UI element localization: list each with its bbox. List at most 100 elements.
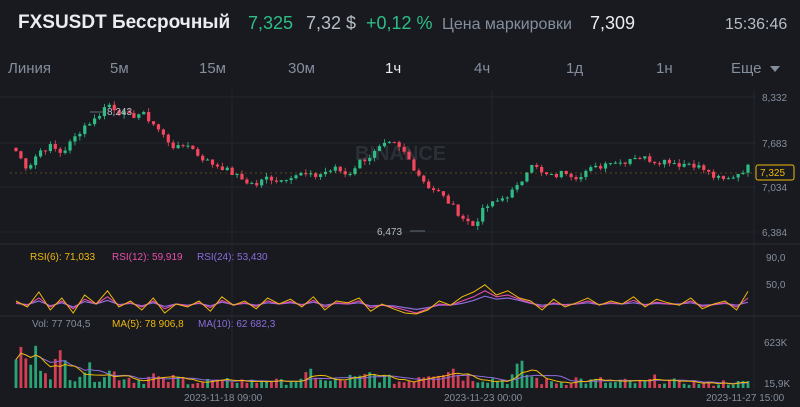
volume-bar — [260, 381, 264, 388]
volume-bar — [206, 378, 209, 388]
chevron-down-icon — [769, 66, 780, 73]
candle-body — [240, 173, 244, 180]
candle-body — [68, 141, 72, 151]
volume-bar — [147, 376, 151, 388]
candle-body — [530, 165, 534, 173]
volume-bar — [564, 385, 568, 388]
candle-body — [436, 190, 441, 192]
volume-label: Vol: 77 704,5 — [32, 319, 91, 330]
time-axis: 2023-11-18 09:00 2023-11-23 00:00 2023-1… — [184, 393, 785, 404]
candle-body — [333, 166, 337, 171]
volume-bar — [707, 381, 711, 388]
volume-bar — [250, 379, 254, 388]
candle-body — [147, 111, 151, 122]
candle-body — [299, 173, 303, 176]
tab-1h[interactable]: 1ч — [385, 60, 402, 77]
volume-ma10-line — [15, 352, 749, 384]
candle-body — [702, 165, 706, 170]
candle-body — [304, 173, 308, 175]
tab-15m[interactable]: 15м — [199, 60, 226, 77]
candle-body — [716, 175, 721, 178]
volume-bar — [412, 381, 416, 388]
volume-bar — [53, 358, 57, 388]
candle-body — [476, 221, 480, 226]
price-chart[interactable]: BINANCE 8,332 7,683 7,034 6,384 7,325 8,… — [0, 86, 800, 407]
candle-body — [589, 167, 593, 171]
volume-bar — [329, 380, 332, 388]
volume-bar — [181, 377, 185, 388]
tab-30m[interactable]: 30м — [288, 60, 315, 77]
volume-bar — [579, 378, 583, 388]
volume-bar — [746, 381, 750, 388]
candle-body — [53, 144, 57, 149]
volume-bar — [682, 383, 686, 388]
volume-bar — [456, 374, 460, 388]
candle-body — [402, 146, 406, 152]
candle-body — [682, 163, 686, 167]
candle-body — [623, 162, 627, 164]
volume-bar — [176, 376, 180, 388]
volume-bar — [609, 382, 612, 388]
volume-bar — [88, 362, 92, 388]
symbol-title[interactable]: FXSUSDT Бессрочный — [18, 12, 231, 33]
volume-bar — [525, 374, 529, 388]
candle-body — [294, 175, 298, 179]
candle-body — [481, 207, 485, 222]
candle-body — [603, 163, 608, 169]
candle-body — [191, 145, 195, 150]
volume-bar — [240, 379, 244, 388]
candle-body — [495, 200, 500, 202]
volume-bar — [599, 377, 603, 388]
volume-bar — [658, 384, 661, 388]
volume-bar — [427, 376, 431, 388]
candle-body — [726, 178, 730, 180]
tab-line[interactable]: Линия — [8, 60, 52, 77]
volume-bar — [589, 379, 593, 388]
volume-bar — [39, 370, 42, 388]
tab-5m[interactable]: 5м — [110, 60, 129, 77]
volume-bar — [24, 358, 28, 388]
candle-body — [151, 121, 156, 125]
candle-body — [672, 163, 676, 165]
candle-body — [377, 146, 382, 151]
volume-bar — [309, 368, 313, 388]
candle-body — [461, 215, 465, 219]
ticker-header: FXSUSDT Бессрочный 7,325 7,32 $ +0,12 % … — [0, 0, 800, 48]
candle-body — [338, 166, 342, 172]
candle-body — [24, 158, 28, 169]
volume-bar — [510, 374, 514, 388]
candle-body — [245, 179, 249, 184]
volume-bar — [476, 382, 480, 388]
time-tick-0: 2023-11-18 09:00 — [184, 393, 263, 404]
candle-body — [412, 159, 416, 171]
candle-body — [156, 124, 161, 130]
volume-bar — [93, 381, 97, 388]
volume-bar — [442, 375, 445, 388]
candle-body — [746, 164, 750, 173]
candle-body — [446, 195, 450, 204]
candle-body — [14, 147, 18, 152]
candle-body — [34, 156, 38, 166]
candle-body — [142, 111, 146, 115]
candle-body — [525, 172, 529, 182]
candle-body — [314, 173, 318, 177]
candle-body — [132, 113, 136, 118]
candle-body — [235, 173, 239, 175]
tab-more[interactable]: Еще — [731, 60, 780, 77]
tab-1d[interactable]: 1д — [566, 60, 584, 77]
volume-bar — [471, 381, 475, 388]
tab-1w[interactable]: 1н — [656, 60, 673, 77]
candlestick-series — [14, 101, 750, 231]
candle-body — [451, 203, 455, 205]
volume-bar — [633, 383, 637, 388]
volume-bar — [83, 372, 87, 388]
rsi6-label: RSI(6): 71,033 — [30, 252, 95, 263]
volume-bar — [628, 380, 632, 388]
volume-bar — [618, 379, 622, 388]
volume-bar — [496, 381, 499, 388]
candle-body — [500, 198, 504, 201]
volume-tick-bottom: 15,9K — [764, 379, 790, 390]
volume-bar — [422, 377, 426, 388]
candle-body — [456, 204, 460, 216]
tab-4h[interactable]: 4ч — [474, 60, 491, 77]
